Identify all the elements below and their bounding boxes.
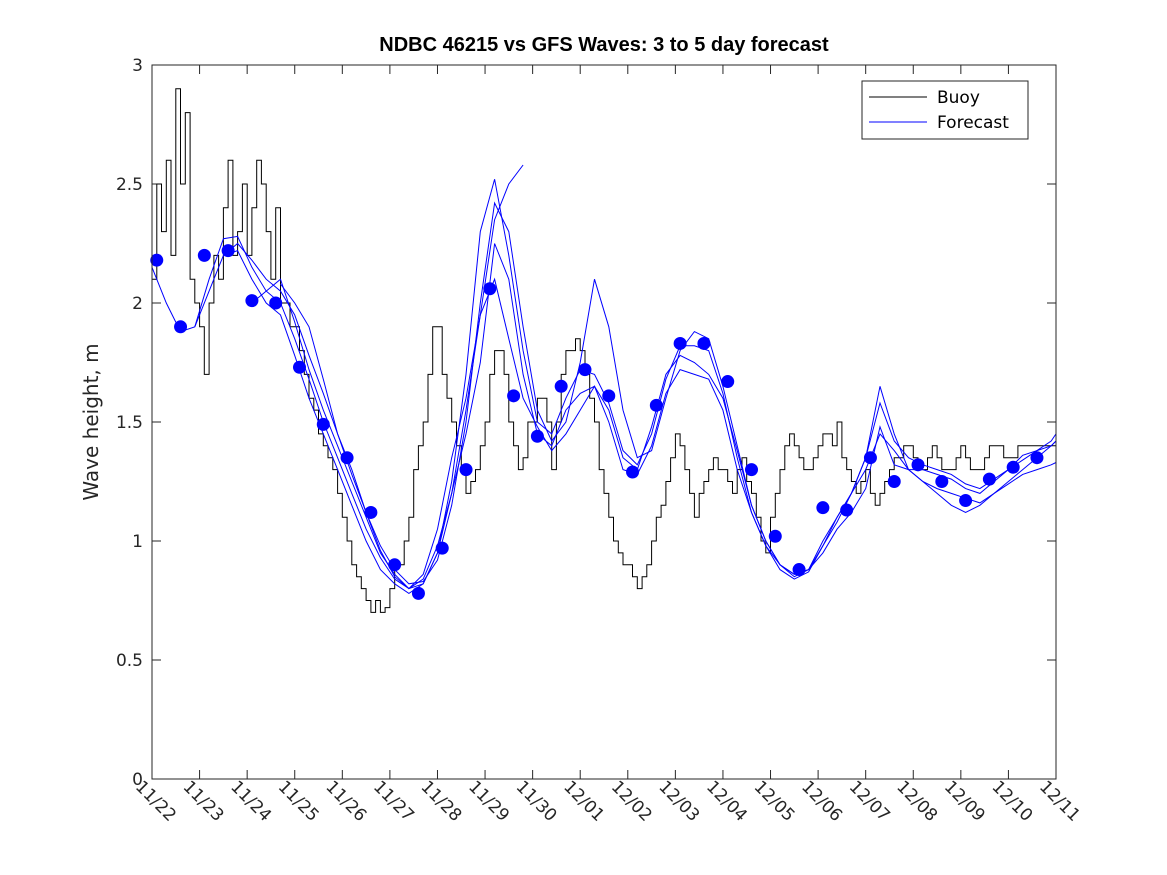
forecast-point: [269, 296, 283, 310]
forecast-point: [935, 475, 949, 488]
forecast-point: [150, 253, 164, 267]
forecast-point: [316, 417, 330, 431]
ytick-label: 2.5: [116, 175, 143, 195]
forecast-point: [626, 465, 640, 479]
legend-forecast-label: Forecast: [937, 113, 1009, 133]
forecast-point: [292, 360, 306, 374]
forecast-point: [982, 472, 996, 486]
forecast-point: [1006, 460, 1020, 474]
forecast-point: [673, 336, 687, 350]
forecast-point: [483, 282, 497, 296]
ytick-label: 0: [132, 770, 143, 790]
ytick-label: 1: [132, 532, 143, 552]
ytick-label: 2: [132, 294, 143, 314]
forecast-point: [887, 475, 901, 488]
forecast-point: [959, 494, 973, 508]
forecast-point: [435, 541, 449, 555]
ytick-label: 3: [132, 56, 143, 76]
forecast-point: [578, 363, 592, 377]
forecast-point: [1030, 451, 1044, 465]
forecast-point: [554, 379, 568, 393]
forecast-point: [816, 501, 830, 515]
legend: Buoy Forecast: [861, 80, 1029, 140]
forecast-run-line: [151, 164, 524, 595]
forecast-point: [530, 429, 544, 443]
forecast-point: [174, 320, 188, 334]
forecast-point: [459, 463, 473, 477]
forecast-point: [364, 505, 378, 519]
forecast-point: [697, 336, 711, 350]
forecast-point: [602, 389, 616, 403]
ytick-label: 0.5: [116, 651, 143, 671]
forecast-point: [792, 563, 806, 577]
forecast-point: [507, 389, 521, 403]
y-tick-labels: 0 0.5 1 1.5 2 2.5 3: [116, 56, 143, 790]
axes-box: [151, 64, 1057, 780]
plot-area: [152, 65, 1056, 779]
forecast-point: [744, 463, 758, 477]
forecast-point: [649, 398, 663, 412]
forecast-point: [863, 451, 877, 465]
forecast-point: [911, 458, 925, 472]
forecast-point: [388, 558, 402, 572]
forecast-point: [768, 529, 782, 543]
forecast-point: [411, 586, 425, 600]
forecast-point: [221, 244, 235, 258]
forecast-runs: [151, 164, 1057, 595]
legend-buoy-label: Buoy: [937, 88, 980, 108]
legend-box: [861, 80, 1029, 140]
forecast-point: [840, 503, 854, 517]
forecast-point: [245, 294, 259, 308]
chart-title: NDBC 46215 vs GFS Waves: 3 to 5 day fore…: [379, 34, 829, 56]
forecast-point: [721, 375, 735, 389]
forecast-point: [197, 248, 211, 262]
ytick-label: 1.5: [116, 413, 143, 433]
forecast-run-line: [280, 277, 1057, 590]
forecast-point: [340, 451, 354, 465]
forecast-points: [150, 244, 1044, 600]
y-axis-label: Wave height, m: [79, 343, 103, 500]
